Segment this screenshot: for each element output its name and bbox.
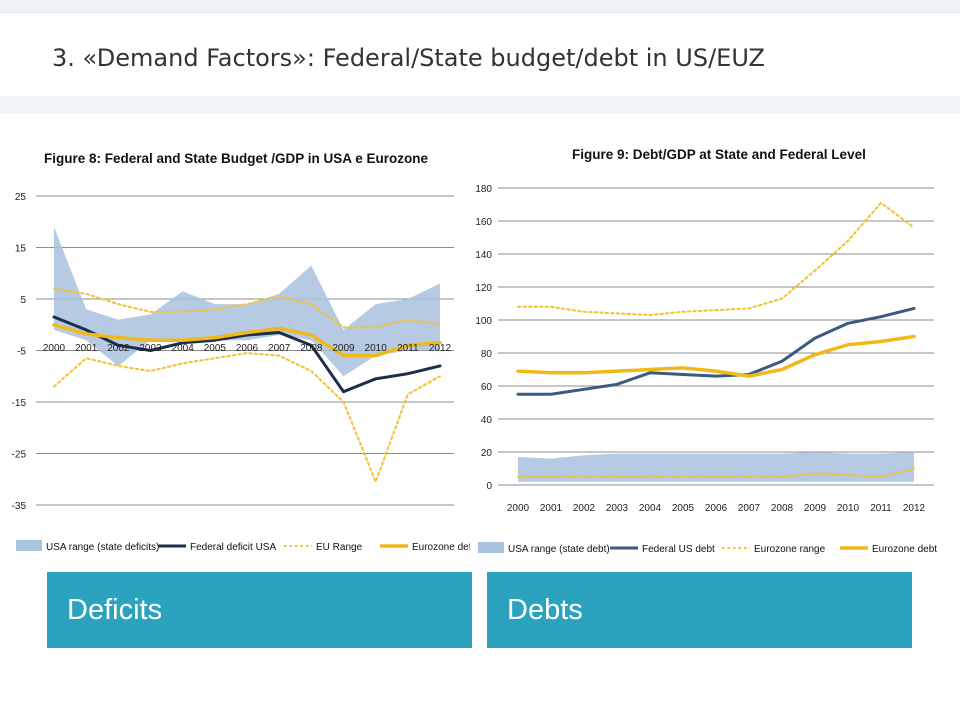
y-tick-label: 15: [15, 244, 27, 255]
legend-label: Eurozone deficit: [412, 542, 472, 553]
debts-caption: Debts: [487, 572, 912, 648]
x-tick-label: 2005: [204, 343, 227, 354]
figure-9-svg: Figure 9: Debt/GDP at State and Federal …: [475, 147, 937, 555]
y-tick-label: -25: [12, 450, 27, 461]
x-tick-label: 2008: [771, 503, 794, 514]
figure-8-svg: Figure 8: Federal and State Budget /GDP …: [12, 151, 472, 553]
x-tick-label: 2011: [870, 503, 892, 514]
figure-9-chart: Figure 9: Debt/GDP at State and Federal …: [470, 133, 950, 570]
legend-label: Federal US debt: [642, 544, 715, 555]
y-tick-label: 0: [486, 481, 492, 492]
series-line-eu-range: [53, 352, 441, 483]
x-tick-label: 2006: [236, 343, 259, 354]
x-tick-label: 2005: [672, 503, 695, 514]
x-tick-label: 2007: [738, 503, 761, 514]
y-tick-label: 40: [481, 415, 493, 426]
series-line-eurozone-range: [517, 467, 915, 478]
chart-title: Figure 9: Debt/GDP at State and Federal …: [572, 147, 866, 162]
top-decor-line: [0, 12, 960, 13]
legend-swatch-band: [478, 542, 504, 553]
series-line-eurozone-deficit: [52, 323, 442, 358]
x-tick-label: 2009: [804, 503, 827, 514]
y-tick-label: 180: [475, 184, 492, 195]
x-tick-label: 2001: [540, 503, 563, 514]
x-tick-label: 2004: [639, 503, 662, 514]
deficits-caption: Deficits: [47, 572, 472, 648]
x-tick-label: 2004: [172, 343, 195, 354]
y-tick-label: 160: [475, 217, 492, 228]
x-tick-label: 2006: [705, 503, 728, 514]
x-tick-label: 2002: [573, 503, 596, 514]
slide-title: 3. «Demand Factors»: Federal/State budge…: [52, 44, 765, 72]
y-tick-label: 5: [20, 295, 26, 306]
series-line-federal-us-debt: [516, 306, 916, 396]
background-stripe: [0, 96, 960, 114]
x-tick-label: 2012: [903, 503, 926, 514]
legend-label: USA range (state deficits): [46, 542, 159, 553]
x-tick-label: 2000: [43, 343, 66, 354]
y-tick-label: -35: [12, 501, 27, 512]
series-line-eurozone-debt: [516, 334, 916, 378]
y-tick-label: 20: [481, 448, 493, 459]
y-tick-label: 140: [475, 250, 492, 261]
legend-swatch-band: [16, 540, 42, 551]
y-tick-label: 100: [475, 316, 492, 327]
chart-title: Figure 8: Federal and State Budget /GDP …: [44, 151, 429, 166]
series-line-eurozone-range: [517, 201, 915, 317]
legend-label: USA range (state debt): [508, 544, 610, 555]
series-line-eu-range: [53, 287, 441, 329]
top-decor-bar: [0, 0, 960, 12]
y-tick-label: 60: [481, 382, 493, 393]
y-tick-label: -5: [17, 347, 26, 358]
x-tick-label: 2008: [300, 343, 323, 354]
x-tick-label: 2011: [397, 343, 419, 354]
series-line-federal-deficit-usa: [52, 315, 442, 394]
x-tick-label: 2010: [837, 503, 860, 514]
legend-label: Federal deficit USA: [190, 542, 276, 553]
x-tick-label: 2000: [507, 503, 530, 514]
x-tick-label: 2010: [365, 343, 388, 354]
y-tick-label: 120: [475, 283, 492, 294]
x-tick-label: 2001: [75, 343, 98, 354]
x-tick-label: 2007: [268, 343, 291, 354]
legend-label: Eurozone debt: [872, 544, 937, 555]
y-tick-label: -15: [12, 398, 27, 409]
legend-label: Eurozone range: [754, 544, 826, 555]
y-tick-label: 25: [15, 192, 27, 203]
figure-8-chart: Figure 8: Federal and State Budget /GDP …: [8, 133, 472, 570]
x-tick-label: 2003: [139, 343, 162, 354]
x-tick-label: 2003: [606, 503, 629, 514]
y-tick-label: 80: [481, 349, 493, 360]
x-tick-label: 2012: [429, 343, 452, 354]
x-tick-label: 2002: [107, 343, 130, 354]
x-tick-label: 2009: [332, 343, 355, 354]
legend-label: EU Range: [316, 542, 363, 553]
